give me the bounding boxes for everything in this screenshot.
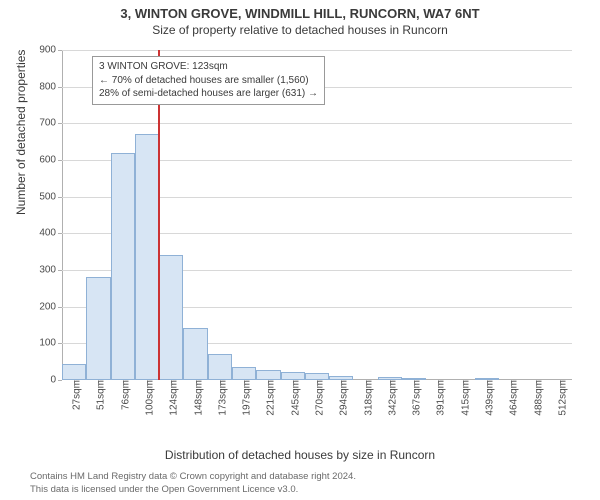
histogram-bar: [208, 354, 232, 380]
grid-line: [62, 123, 572, 124]
x-tick-label: 391sqm: [430, 380, 447, 416]
x-tick-label: 124sqm: [163, 380, 180, 416]
histogram-bar: [159, 255, 183, 380]
x-tick-label: 488sqm: [527, 380, 544, 416]
x-tick-label: 464sqm: [503, 380, 520, 416]
y-tick-label: 100: [39, 338, 62, 349]
histogram-bar: [183, 328, 207, 380]
footer-line-1: Contains HM Land Registry data © Crown c…: [30, 471, 600, 483]
x-tick-label: 342sqm: [381, 380, 398, 416]
histogram-bar: [281, 372, 305, 380]
histogram-bar: [135, 134, 159, 380]
histogram-bar: [111, 153, 135, 380]
chart-container: 3, WINTON GROVE, WINDMILL HILL, RUNCORN,…: [0, 0, 600, 500]
x-tick-label: 51sqm: [90, 380, 107, 410]
x-tick-label: 270sqm: [309, 380, 326, 416]
x-tick-label: 512sqm: [551, 380, 568, 416]
x-tick-label: 197sqm: [236, 380, 253, 416]
x-tick-label: 367sqm: [406, 380, 423, 416]
x-tick-label: 148sqm: [187, 380, 204, 416]
footer: Contains HM Land Registry data © Crown c…: [0, 471, 600, 496]
y-tick-label: 800: [39, 81, 62, 92]
x-tick-label: 221sqm: [260, 380, 277, 416]
y-tick-label: 600: [39, 155, 62, 166]
y-tick-label: 900: [39, 45, 62, 56]
x-tick-label: 100sqm: [139, 380, 156, 416]
histogram-bar: [62, 364, 86, 381]
x-tick-label: 439sqm: [479, 380, 496, 416]
y-tick-label: 500: [39, 191, 62, 202]
histogram-bar: [256, 370, 280, 380]
footer-line-2: This data is licensed under the Open Gov…: [30, 484, 600, 496]
chart-title: 3, WINTON GROVE, WINDMILL HILL, RUNCORN,…: [0, 0, 600, 21]
x-tick-label: 415sqm: [454, 380, 471, 416]
grid-line: [62, 50, 572, 51]
annotation-line: 28% of semi-detached houses are larger (…: [99, 87, 318, 101]
x-tick-label: 245sqm: [284, 380, 301, 416]
x-tick-label: 318sqm: [357, 380, 374, 416]
y-axis-label: Number of detached properties: [14, 50, 28, 215]
y-tick-label: 0: [50, 375, 62, 386]
x-tick-label: 27sqm: [66, 380, 83, 410]
annotation-line: ← 70% of detached houses are smaller (1,…: [99, 74, 318, 88]
y-tick-label: 200: [39, 301, 62, 312]
histogram-bar: [86, 277, 110, 380]
histogram-bar: [232, 367, 256, 380]
x-tick-label: 76sqm: [114, 380, 131, 410]
annotation-line: 3 WINTON GROVE: 123sqm: [99, 60, 318, 74]
plot-area: 010020030040050060070080090027sqm51sqm76…: [62, 50, 572, 380]
x-tick-label: 173sqm: [211, 380, 228, 416]
y-axis-line: [62, 50, 63, 380]
x-axis-label: Distribution of detached houses by size …: [0, 448, 600, 462]
y-tick-label: 300: [39, 265, 62, 276]
annotation-box: 3 WINTON GROVE: 123sqm← 70% of detached …: [92, 56, 325, 105]
y-tick-label: 700: [39, 118, 62, 129]
x-tick-label: 294sqm: [333, 380, 350, 416]
chart-subtitle: Size of property relative to detached ho…: [0, 23, 600, 37]
y-tick-label: 400: [39, 228, 62, 239]
histogram-bar: [305, 373, 329, 380]
